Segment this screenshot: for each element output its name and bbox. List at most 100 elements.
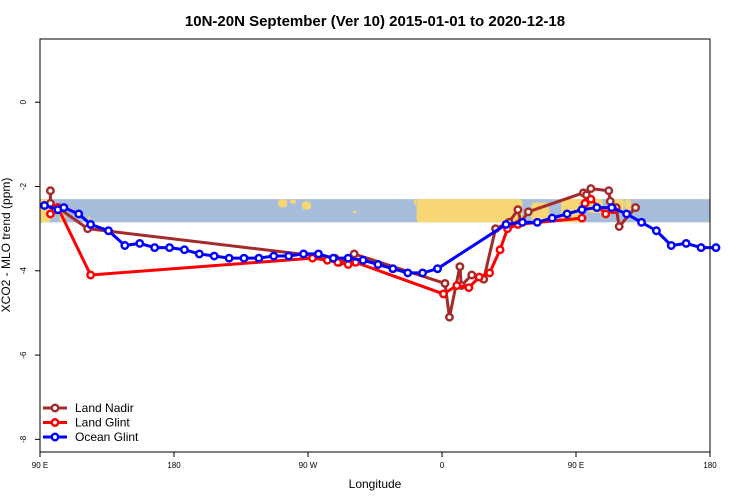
x-tick-label: 90 E [32, 461, 48, 470]
data-point [313, 249, 323, 259]
land-shape [290, 199, 297, 204]
data-point [517, 217, 527, 227]
y-tick-label: -2 [19, 182, 28, 190]
data-point [440, 278, 450, 288]
data-point [45, 186, 55, 196]
land-shape [413, 199, 417, 205]
y-axis: 0 -2 -4 -6 -8 [19, 99, 40, 443]
data-point [299, 249, 308, 259]
data-point [586, 184, 596, 194]
legend-marker [50, 403, 60, 413]
y-tick-label: -4 [19, 267, 28, 275]
data-point [474, 272, 484, 282]
data-point [194, 249, 204, 259]
data-point [577, 205, 587, 215]
data-point [444, 312, 454, 322]
land-shape [625, 199, 632, 211]
data-point [513, 205, 523, 215]
chart-title: 10N-20N September (Ver 10) 2015-01-01 to… [185, 13, 565, 30]
data-point [464, 283, 474, 293]
x-tick-label: 180 [167, 461, 181, 470]
plot-area [40, 184, 721, 322]
data-point [284, 251, 294, 261]
y-tick-label: 0 [19, 99, 28, 104]
data-point [439, 289, 448, 299]
x-tick-label: 90 W [299, 461, 318, 470]
data-point [328, 253, 338, 263]
data-point [388, 264, 398, 274]
x-tick-label: 180 [703, 461, 717, 470]
data-point [135, 238, 145, 248]
data-point [403, 268, 413, 278]
land-shape [416, 199, 523, 223]
y-tick-label: -8 [19, 435, 28, 443]
data-point [74, 209, 84, 219]
x-tick-label: 90 E [568, 461, 584, 470]
y-tick-label: -6 [19, 351, 28, 359]
data-point [150, 243, 160, 253]
data-point [165, 243, 174, 253]
data-point [120, 241, 130, 250]
data-point [452, 281, 462, 290]
data-point [622, 209, 632, 219]
data-point [104, 226, 113, 236]
data-point [239, 253, 249, 263]
x-tick-label: 0 [440, 461, 445, 470]
data-point [40, 201, 49, 210]
land-shape [278, 199, 288, 208]
series-2 [40, 201, 721, 278]
data-point [373, 260, 383, 269]
data-point [681, 238, 691, 248]
data-point [269, 251, 279, 261]
land-shape [622, 201, 626, 207]
data-point [532, 217, 542, 227]
data-point [179, 245, 189, 255]
data-point [696, 243, 706, 253]
data-point [501, 219, 511, 229]
data-point [614, 222, 624, 231]
data-point [485, 268, 495, 278]
data-point [577, 213, 587, 223]
data-point [433, 264, 442, 274]
x-axis-label: Longitude [349, 477, 402, 491]
data-point [631, 203, 641, 213]
legend-label: Land Glint [75, 416, 130, 430]
data-point [523, 207, 533, 217]
data-point [86, 270, 96, 280]
data-point [59, 203, 69, 213]
data-point [209, 251, 219, 261]
data-point [495, 245, 505, 255]
data-point [711, 243, 721, 253]
data-point [224, 253, 234, 263]
data-point [637, 217, 646, 227]
data-point [254, 253, 264, 263]
legend-marker [50, 418, 60, 427]
x-axis: 90 E 180 90 W 0 90 E 180 [32, 452, 717, 470]
data-point [592, 203, 602, 213]
legend-marker [50, 432, 60, 442]
data-point [467, 270, 477, 280]
data-point [562, 209, 572, 219]
data-point [666, 241, 676, 250]
data-point [455, 262, 465, 272]
data-point [86, 219, 96, 229]
land-shape [87, 216, 91, 219]
data-point [547, 213, 557, 223]
plot-frame [39, 38, 711, 453]
data-point [343, 253, 353, 263]
land-shape [302, 201, 311, 210]
y-axis-label: XCO2 - MLO trend (ppm) [0, 178, 13, 313]
land-shape [352, 210, 358, 214]
data-point [607, 203, 617, 213]
legend-label: Ocean Glint [75, 430, 139, 444]
data-point [604, 186, 614, 196]
legend-label: Land Nadir [75, 401, 134, 415]
data-point [651, 226, 661, 236]
data-point [586, 194, 596, 204]
data-point [418, 268, 428, 278]
data-point [349, 249, 359, 259]
data-point [601, 209, 611, 219]
data-point [358, 255, 368, 265]
